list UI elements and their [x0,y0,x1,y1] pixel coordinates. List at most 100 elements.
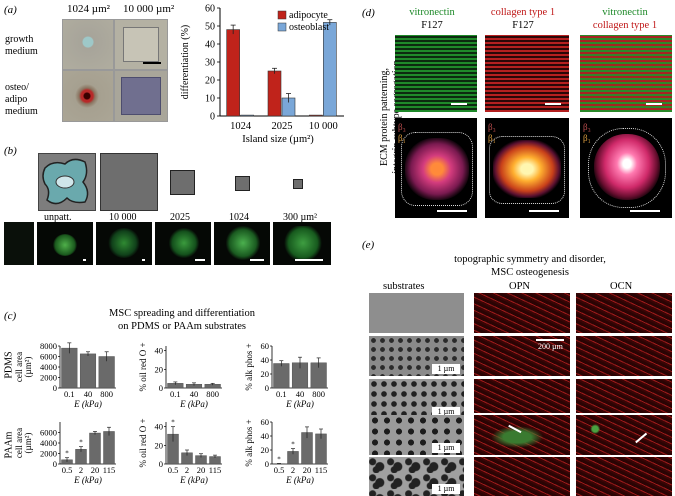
panel-e-col-ocn: OCN [610,281,633,292]
square-300 [293,179,303,189]
panel-a-col1: 1024 µm² [67,3,110,15]
significance-star: * [291,441,295,449]
y-axis-label: % oil red O + [138,342,148,391]
square-2025 [170,170,195,195]
y-tick-label: 20 [155,364,164,374]
y-tick-label: 2000 [40,373,57,383]
x-tick-label: 800 [206,389,219,399]
y-tick-label: 0 [159,383,163,393]
panel-b-label: (b) [4,145,17,157]
bar [273,363,290,389]
y-tick-label: 20 [205,76,215,87]
x-tick-label: 20 [91,465,100,475]
y-tick-label: 60 [205,4,215,15]
significance-star: * [65,450,69,458]
y-axis-label: differentiation (%) [180,25,191,100]
x-axis-label: Island size (µm²) [242,134,314,145]
micrograph-1024-osteo [62,70,114,122]
x-axis-label: E (kPa) [285,399,314,409]
x-tick-label: 800 [312,389,325,399]
bar [61,347,78,389]
panel-c-title: MSC spreading and differentiation on PDM… [109,308,255,332]
y-tick-label: 40 [205,40,215,51]
opn-flat [474,293,570,333]
y-axis-label: (µm²) [23,357,33,378]
x-tick-label: 0.1 [276,389,287,399]
bar-osteoblast [240,114,254,117]
y-tick-label: 2000 [40,449,57,459]
x-tick-label: 115 [315,465,327,475]
y-axis-label: (µm²) [23,433,33,454]
fluo-unpatt [4,222,34,265]
x-tick-label: 0.1 [170,389,181,399]
stripes-vitronectin [395,35,477,112]
y-axis-label: % oil red O + [138,418,148,467]
x-tick-label: 0.1 [64,389,75,399]
ocn-hex [576,379,672,413]
x-axis-label: E (kPa) [73,399,102,409]
significance-star: * [171,419,175,427]
stripes-mixed [580,35,672,112]
panel-e-label: (e) [362,239,375,251]
panel-d-col3-bot: collagen type 1 [592,20,658,31]
x-tick-label: 40 [84,389,93,399]
fluo-2025 [155,222,211,265]
x-tick-label: 0.5 [168,465,179,475]
ocn-flat [576,293,672,333]
panel-a-row2: osteo/ adipo medium [5,82,38,117]
micrograph-10000-osteo [114,70,168,122]
y-tick-label: 0 [53,459,57,469]
label-300: 300 µm² [283,212,318,223]
y-axis-label: % alk phos + [244,343,254,390]
significance-star: * [277,455,281,463]
x-axis-label: E (kPa) [179,475,208,485]
ocn-square [576,336,672,376]
y-tick-label: 4000 [40,362,57,372]
x-tick-label: 800 [100,389,113,399]
substrate-flat [369,293,464,333]
legend-swatch [277,10,287,20]
fluo-300 [273,222,331,265]
label-2025: 2025 [170,212,190,223]
label-1024: 1024 [229,212,249,223]
y-tick-label: 0 [210,112,215,123]
arrow-icon [508,424,522,433]
label-10000: 10 000 [109,212,137,223]
panel-c-label: (c) [4,310,17,322]
panel-d-col2-top: collagen type 1 [490,7,556,18]
y-tick-label: 40 [155,422,164,432]
arrow-icon [635,432,647,443]
bar [98,356,115,389]
fluo-1024 [214,222,270,265]
panel-e-title: topographic symmetry and disorder, MSC o… [454,254,606,278]
x-tick-label: 10 000 [309,121,338,132]
ocn-random [576,457,672,496]
y-tick-label: 20 [261,445,270,455]
panel-d-col3-top: vitronectin [602,7,648,18]
cell-drawing [38,153,96,211]
y-tick-label: 40 [261,355,270,365]
x-axis-label: E (kPa) [73,475,102,485]
legend-label: adipocyte [289,10,328,21]
panel-d-col2-bot: F127 [512,20,534,31]
bar [103,431,115,465]
panel-a-row1: growth medium [5,34,38,57]
y-tick-label: 20 [155,440,164,450]
y-tick-label: 60 [261,417,270,427]
panel-d-label: (d) [362,7,375,19]
y-tick-label: 10 [205,94,215,105]
panel-a-chart: 0 10 20 30 40 50 60 differentiation (%) 1024 2025… [180,4,344,145]
x-tick-label: 0.5 [274,465,285,475]
cell-integrin-3: β₃ β₁ [580,118,672,218]
y-tick-label: 8000 [40,341,57,351]
substrate-random: 1 µm [369,457,464,496]
square-1024 [235,176,250,191]
panel-d-col1-bot: F127 [421,20,443,31]
opn-random [474,457,570,496]
bar [79,353,97,389]
y-tick-label: 0 [265,383,269,393]
micrograph-10000-growth [114,19,168,70]
significance-star: * [79,439,83,447]
cell-integrin-2: β₃ β₁ [485,118,569,218]
fluo-unpatt-cell [37,222,93,265]
